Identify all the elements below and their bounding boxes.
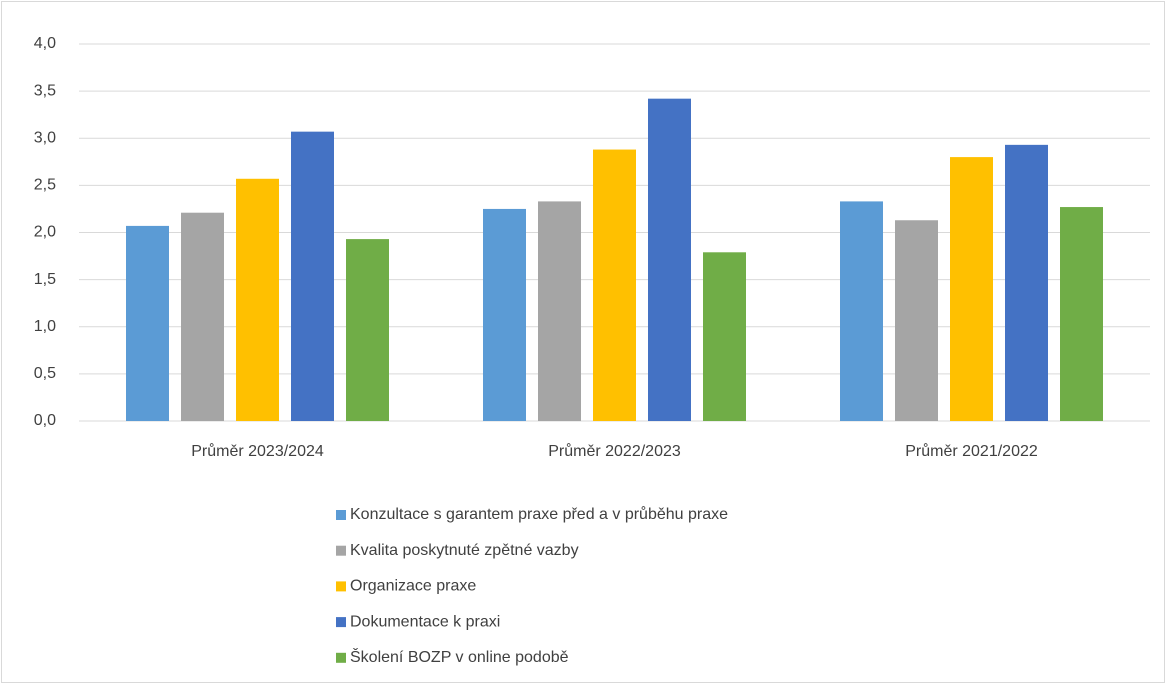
- legend-label: Organizace praxe: [350, 578, 476, 595]
- bar: [703, 252, 746, 421]
- y-tick-label: 3,0: [34, 129, 56, 146]
- bar: [538, 201, 581, 421]
- bar: [346, 239, 389, 421]
- y-tick-label: 3,5: [34, 82, 56, 99]
- legend-swatch: [336, 581, 346, 592]
- y-tick-label: 1,0: [34, 318, 56, 335]
- y-tick-label: 2,5: [34, 177, 56, 194]
- bar: [483, 208, 526, 421]
- bar: [291, 131, 334, 421]
- legend-label: Kvalita poskytnuté zpětné vazby: [350, 542, 579, 559]
- legend-label: Konzultace s garantem praxe před a v prů…: [350, 505, 728, 523]
- x-tick-label: Průměr 2022/2023: [548, 442, 681, 460]
- y-tick-label: 0,0: [34, 412, 56, 429]
- x-tick-label: Průměr 2023/2024: [191, 442, 324, 460]
- bar: [593, 149, 636, 421]
- bar: [126, 225, 169, 421]
- bar: [840, 201, 883, 421]
- y-tick-label: 2,0: [34, 224, 56, 241]
- y-tick-label: 1,5: [34, 271, 56, 288]
- legend-label: Dokumentace k praxi: [350, 613, 500, 630]
- bar: [236, 178, 279, 421]
- legend-label: Školení BOZP v online podobě: [350, 647, 569, 666]
- y-tick-label: 4,0: [34, 35, 56, 52]
- bar: [181, 212, 224, 421]
- bar: [648, 98, 691, 421]
- bar: [950, 157, 993, 421]
- bar: [895, 220, 938, 421]
- legend-swatch: [336, 617, 346, 628]
- legend-swatch: [336, 652, 346, 663]
- bar: [1005, 144, 1048, 421]
- bar: [1060, 207, 1103, 421]
- x-tick-label: Průměr 2021/2022: [905, 442, 1038, 460]
- legend-swatch: [336, 510, 346, 520]
- legend-swatch: [336, 545, 346, 556]
- y-tick-label: 0,5: [34, 365, 56, 382]
